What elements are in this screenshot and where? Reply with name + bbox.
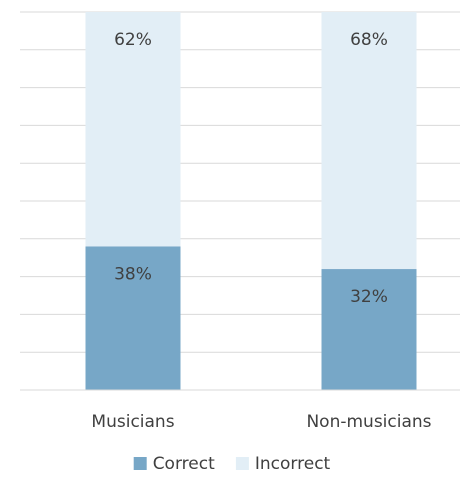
data-labels: 38% 62% 32% 68% [114,30,388,307]
data-label: 32% [350,287,388,307]
data-label: 62% [114,30,152,50]
legend-label: Correct [153,454,215,474]
bar-correct-non-musicians [321,269,417,390]
bar-incorrect-musicians [85,12,181,247]
x-axis: Musicians Non-musicians [20,389,460,432]
bar-incorrect-non-musicians [321,12,417,270]
legend-item-correct: Correct [133,454,215,474]
legend-item-incorrect: Incorrect [235,454,331,474]
bars [85,12,417,390]
data-label: 38% [114,264,152,284]
legend-swatch [133,457,147,470]
bar-correct-musicians [85,246,181,390]
legend-swatch [235,457,249,470]
data-label: 68% [350,30,388,50]
x-tick-label: Non-musicians [306,412,431,432]
x-tick-label: Musicians [91,412,174,432]
legend: Correct Incorrect [133,454,331,474]
legend-label: Incorrect [255,454,331,474]
